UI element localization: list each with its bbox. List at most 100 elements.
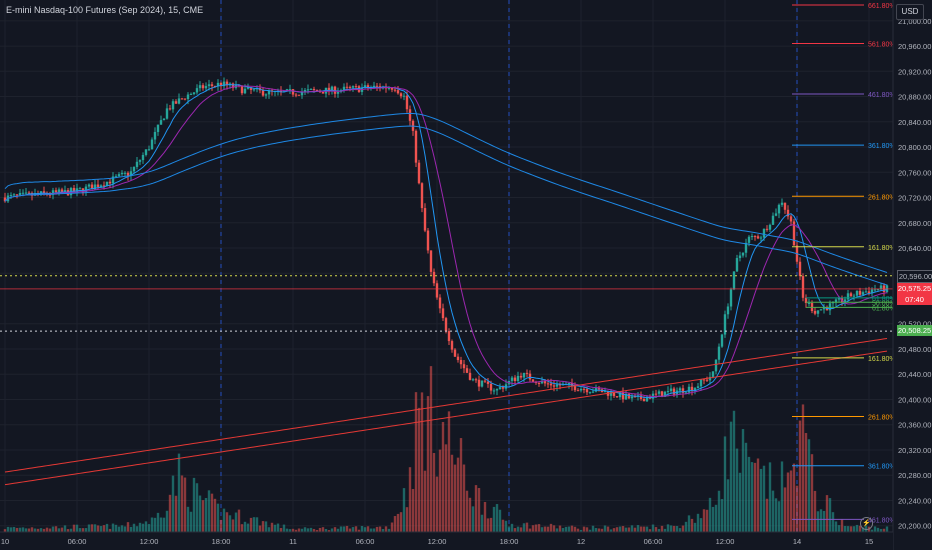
- volume-bar: [480, 514, 484, 532]
- candle-body: [183, 98, 187, 100]
- volume-bar: [807, 439, 811, 532]
- volume-bar: [615, 527, 619, 532]
- candle-body: [300, 91, 304, 96]
- candle-body: [321, 91, 325, 94]
- candle-body: [759, 237, 763, 239]
- candle-body: [480, 380, 484, 387]
- candle-body: [804, 297, 808, 304]
- volume-bar: [216, 503, 220, 532]
- volume-bar: [45, 527, 49, 532]
- volume-bar: [849, 526, 853, 532]
- volume-bar: [645, 526, 649, 532]
- candle-body: [663, 391, 667, 397]
- volume-bar: [438, 449, 442, 532]
- volume-bar: [24, 528, 28, 532]
- price-tick-label: 20,880.00: [898, 93, 931, 102]
- candle-body: [375, 85, 379, 87]
- candle-body: [312, 88, 316, 91]
- candle-body: [387, 87, 391, 89]
- candle-body: [738, 255, 742, 259]
- candle-body: [711, 371, 715, 377]
- candle-body: [75, 188, 79, 192]
- volume-bar: [543, 526, 547, 532]
- candle-body: [48, 194, 52, 196]
- candle-body: [408, 109, 412, 121]
- candle-body: [54, 190, 58, 193]
- volume-bar: [279, 527, 283, 532]
- candle-body: [150, 139, 154, 150]
- lightning-icon[interactable]: ⚡: [860, 517, 873, 530]
- volume-bar: [48, 528, 52, 532]
- last-price-label: 20,575.25: [897, 282, 932, 294]
- candle-body: [399, 93, 403, 97]
- price-tick-label: 20,200.00: [898, 522, 931, 531]
- volume-bar: [624, 527, 628, 532]
- candle-body: [93, 184, 97, 190]
- candle-body: [771, 215, 775, 225]
- currency-button[interactable]: USD: [896, 4, 924, 20]
- volume-bar: [183, 477, 187, 532]
- volume-bar: [222, 508, 226, 532]
- volume-bar: [177, 453, 181, 532]
- volume-bar: [150, 517, 154, 532]
- candle-body: [354, 86, 358, 88]
- candle-body: [357, 86, 361, 92]
- volume-bar: [270, 522, 274, 532]
- volume-bar: [366, 526, 370, 532]
- candle-body: [633, 396, 637, 398]
- candle-body: [108, 181, 112, 184]
- volume-bar: [648, 529, 652, 532]
- volume-bar: [297, 528, 301, 532]
- volume-bar: [162, 517, 166, 532]
- volume-bar: [402, 488, 406, 532]
- volume-bar: [171, 475, 175, 532]
- volume-bar: [426, 396, 430, 532]
- candle-body: [216, 82, 220, 87]
- volume-bar: [576, 528, 580, 532]
- volume-bar: [495, 504, 499, 532]
- volume-bar: [75, 524, 79, 532]
- candle-body: [681, 388, 685, 393]
- candle-body: [615, 396, 619, 398]
- volume-bar: [237, 509, 241, 532]
- time-tick-label: 18:00: [212, 537, 231, 546]
- volume-bar: [372, 528, 376, 532]
- upper-line-price-label: 20,596.00: [897, 269, 932, 283]
- volume-bar: [630, 525, 634, 532]
- volume-bar: [219, 519, 223, 532]
- volume-bar: [192, 477, 196, 532]
- price-tick-label: 20,960.00: [898, 42, 931, 51]
- fib-level-label: 161.80%: [868, 356, 896, 363]
- volume-bar: [375, 526, 379, 532]
- candle-body: [156, 124, 160, 132]
- candle-body: [747, 236, 751, 243]
- volume-bar: [837, 525, 841, 532]
- volume-bar: [861, 527, 865, 532]
- candle-body: [471, 379, 475, 381]
- volume-bar: [738, 472, 742, 532]
- candle-body: [459, 360, 463, 365]
- candle-body: [789, 216, 793, 222]
- volume-bar: [627, 527, 631, 532]
- volume-bar: [663, 528, 667, 532]
- candle-body: [612, 392, 616, 397]
- candle-body: [72, 187, 76, 192]
- price-tick-label: 20,840.00: [898, 118, 931, 127]
- volume-bar: [273, 524, 277, 532]
- candle-body: [801, 276, 805, 298]
- candle-body: [405, 95, 409, 110]
- candle-body: [498, 387, 502, 390]
- volume-bar: [198, 495, 202, 532]
- volume-bar: [819, 509, 823, 532]
- volume-bar: [231, 519, 235, 532]
- candle-body: [549, 383, 553, 386]
- volume-bar: [780, 461, 784, 532]
- candle-body: [444, 318, 448, 332]
- volume-bar: [87, 524, 91, 532]
- candle-body: [222, 81, 226, 87]
- candle-body: [819, 309, 823, 311]
- candle-body: [291, 89, 295, 95]
- volume-bar: [429, 366, 433, 532]
- time-tick-label: 10: [1, 537, 9, 546]
